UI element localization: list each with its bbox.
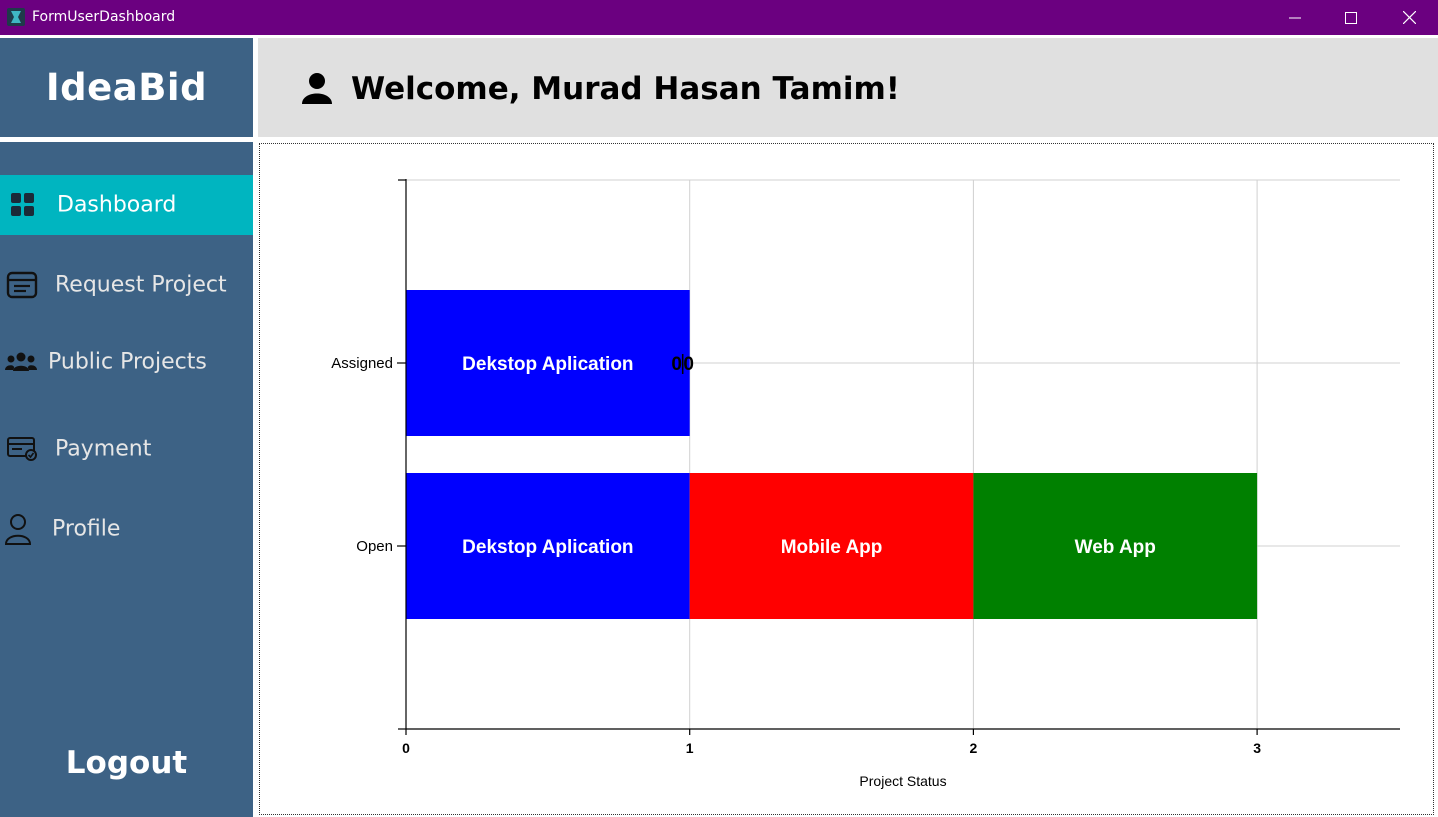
request-form-icon [6,271,38,299]
welcome-header: Welcome, Murad Hasan Tamim! [258,38,1438,137]
sidebar-item-request-project[interactable]: Request Project [0,255,253,315]
sidebar: Dashboard Request Project Public Project… [0,142,253,817]
zero-value-label: 0 [671,354,682,375]
logout-button[interactable]: Logout [65,745,188,781]
maximize-button[interactable] [1322,0,1380,35]
payment-card-icon [7,437,37,461]
sidebar-item-dashboard[interactable]: Dashboard [0,175,253,235]
bar-segment [689,473,974,619]
sidebar-item-label: Profile [52,516,121,542]
minimize-button[interactable] [1266,0,1324,35]
x-tick-label: 1 [686,740,694,756]
maximize-icon [1345,11,1357,24]
close-icon [1402,11,1416,24]
x-tick-label: 0 [402,740,410,756]
bar-data-label: Mobile App [781,537,883,558]
sidebar-item-label: Payment [55,436,152,462]
sidebar-item-label: Request Project [55,272,227,298]
bar-segment [973,473,1258,619]
window-title-bar: FormUserDashboard [0,0,1438,35]
x-tick-label: 2 [970,740,978,756]
welcome-text: Welcome, Murad Hasan Tamim! [351,71,900,107]
project-status-chart: Dekstop Aplication Mobile App Web App Dekst… [259,143,1434,815]
sidebar-item-profile[interactable]: Profile [0,499,253,559]
y-category-label: Assigned [331,355,393,372]
bar-data-label: Dekstop Aplication [462,354,633,375]
window-title: FormUserDashboard [32,9,176,25]
x-axis-title: Project Status [859,773,946,789]
sidebar-item-label: Public Projects [48,349,207,375]
bar-segment [406,473,690,619]
close-button[interactable] [1380,0,1438,35]
users-group-icon [5,352,37,371]
bar-data-label: Web App [1075,537,1156,558]
chart-svg: Dekstop Aplication Mobile App Web App Dekst… [331,179,1400,789]
app-icon [7,8,25,26]
user-outline-icon [4,514,32,545]
sidebar-item-label: Dashboard [57,192,177,218]
sidebar-item-public-projects[interactable]: Public Projects [0,332,253,392]
bar-segment [406,290,690,436]
app-logo: IdeaBid [45,66,208,109]
user-silhouette-icon [302,73,332,104]
x-tick-label: 3 [1253,740,1261,756]
sidebar-item-payment[interactable]: Payment [0,419,253,479]
logo-panel: IdeaBid [0,38,253,137]
bar-data-label: Dekstop Aplication [462,537,633,558]
zero-value-label: 0 [683,354,694,375]
minimize-icon [1289,17,1301,18]
y-category-label: Open [356,538,393,555]
dashboard-grid-icon [11,193,34,216]
